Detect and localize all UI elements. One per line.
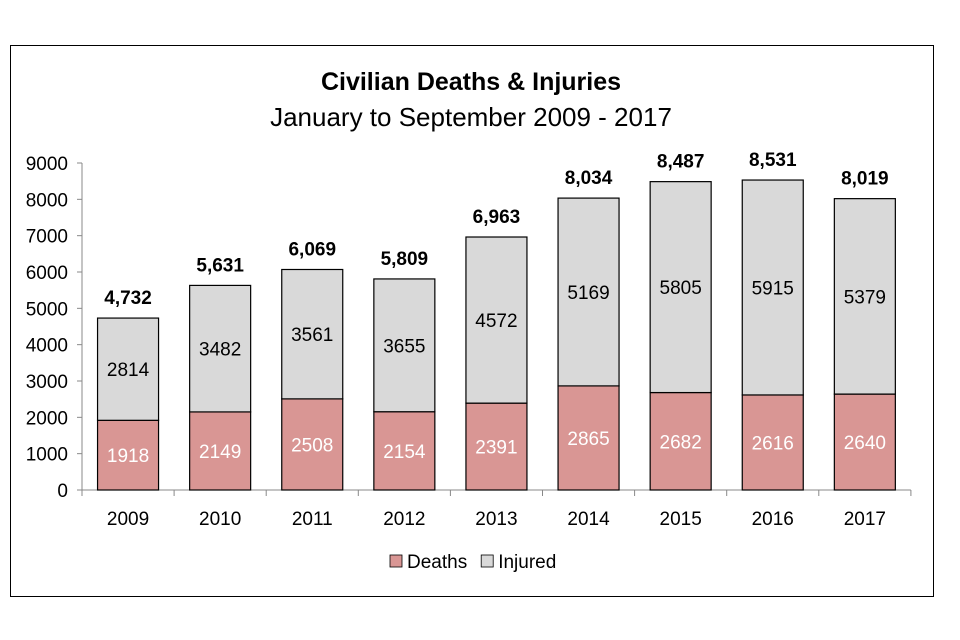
bar-injured bbox=[649, 181, 712, 394]
data-label-deaths: 2640 bbox=[844, 433, 886, 454]
x-tick-label: 2009 bbox=[107, 509, 149, 530]
data-label-injured: 5379 bbox=[844, 287, 886, 308]
data-label-injured: 4572 bbox=[475, 311, 517, 332]
bar-injured bbox=[96, 317, 160, 421]
x-tick-label: 2010 bbox=[199, 509, 241, 530]
bar-deaths bbox=[833, 393, 896, 491]
chart-title: Civilian Deaths & Injuries bbox=[321, 68, 621, 96]
x-tick-label: 2011 bbox=[292, 509, 333, 530]
total-label: 8,034 bbox=[565, 168, 613, 189]
x-tick-label: 2016 bbox=[752, 509, 794, 530]
total-label: 4,732 bbox=[104, 288, 152, 309]
bar-deaths bbox=[373, 411, 436, 491]
total-label: 8,019 bbox=[841, 169, 889, 190]
y-tick-label: 7000 bbox=[26, 227, 68, 248]
data-label-injured: 5169 bbox=[567, 283, 609, 304]
total-label: 6,963 bbox=[473, 207, 521, 228]
y-tick-label: 4000 bbox=[26, 336, 68, 357]
data-label-injured: 5805 bbox=[660, 278, 702, 299]
bar-injured bbox=[833, 198, 896, 395]
bar-injured bbox=[557, 197, 620, 387]
data-label-injured: 2814 bbox=[107, 360, 150, 381]
y-tick-label: 2000 bbox=[26, 408, 68, 429]
bar-injured bbox=[741, 179, 804, 396]
bar-injured bbox=[189, 284, 252, 413]
data-label-deaths: 2682 bbox=[660, 432, 702, 453]
y-tick-label: 5000 bbox=[26, 299, 68, 320]
x-tick-label: 2013 bbox=[475, 509, 517, 530]
data-label-injured: 3482 bbox=[199, 340, 241, 361]
total-label: 8,531 bbox=[749, 150, 797, 171]
legend-label-deaths: Deaths bbox=[407, 552, 467, 573]
bar-deaths bbox=[649, 391, 712, 491]
x-tick-label: 2012 bbox=[383, 509, 425, 530]
legend-swatch-deaths bbox=[389, 554, 403, 568]
y-tick-label: 1000 bbox=[26, 445, 68, 466]
y-tick-label: 3000 bbox=[26, 372, 68, 393]
x-tick-label: 2017 bbox=[844, 509, 886, 530]
y-tick-label: 8000 bbox=[26, 190, 68, 211]
bar-deaths bbox=[465, 402, 528, 491]
data-label-injured: 3561 bbox=[291, 325, 333, 346]
data-label-deaths: 2149 bbox=[199, 442, 241, 463]
total-label: 5,631 bbox=[196, 255, 244, 276]
bar-deaths bbox=[741, 394, 804, 491]
chart-frame bbox=[10, 45, 934, 597]
bar-injured bbox=[281, 268, 344, 400]
bar-injured bbox=[373, 278, 436, 413]
legend-swatch-injured bbox=[480, 554, 494, 568]
bar-deaths bbox=[96, 419, 160, 491]
total-label: 8,487 bbox=[657, 152, 705, 173]
bar-deaths bbox=[281, 398, 344, 491]
data-label-deaths: 2391 bbox=[475, 438, 517, 459]
data-label-deaths: 2865 bbox=[567, 429, 609, 450]
y-tick-label: 6000 bbox=[26, 263, 68, 284]
data-label-deaths: 2154 bbox=[383, 442, 426, 463]
bar-injured bbox=[465, 236, 528, 404]
bar-deaths bbox=[189, 411, 252, 491]
total-label: 5,809 bbox=[381, 249, 429, 270]
data-label-deaths: 2616 bbox=[752, 433, 794, 454]
bar-deaths bbox=[557, 385, 620, 491]
data-label-deaths: 1918 bbox=[107, 446, 149, 467]
data-label-injured: 5915 bbox=[752, 278, 794, 299]
y-tick-label: 0 bbox=[57, 481, 68, 502]
legend-label-injured: Injured bbox=[498, 552, 556, 573]
x-tick-label: 2015 bbox=[660, 509, 702, 530]
total-label: 6,069 bbox=[288, 239, 336, 260]
data-label-deaths: 2508 bbox=[291, 435, 333, 456]
chart-subtitle: January to September 2009 - 2017 bbox=[270, 102, 672, 132]
data-label-injured: 3655 bbox=[383, 336, 425, 357]
x-tick-label: 2014 bbox=[567, 509, 610, 530]
y-tick-label: 9000 bbox=[26, 154, 68, 175]
